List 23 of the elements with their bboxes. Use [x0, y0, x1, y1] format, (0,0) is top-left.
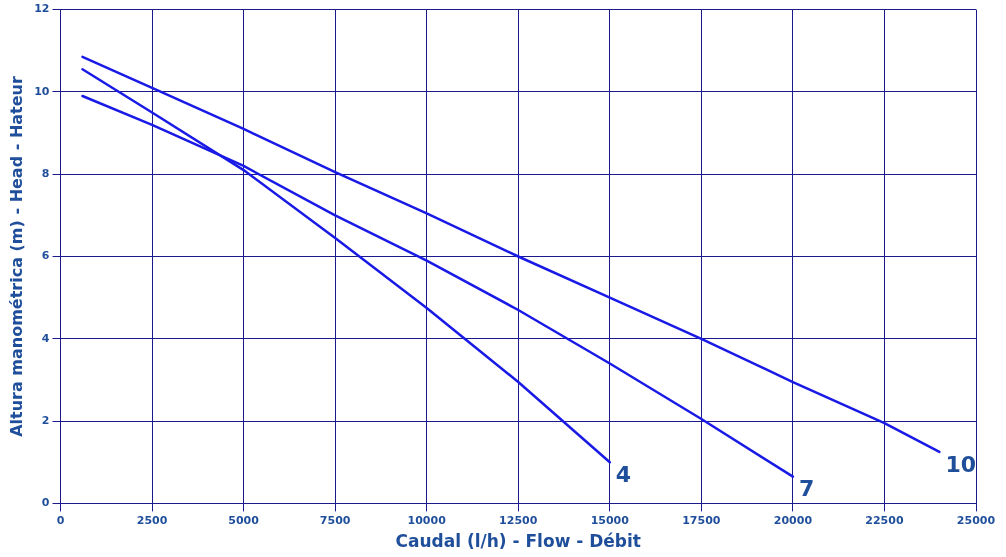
series-label: 7: [798, 476, 815, 502]
x-tick-label: 15000: [590, 513, 630, 527]
x-tick-label: 2500: [136, 513, 168, 527]
x-tick-label: 22500: [865, 513, 904, 527]
y-tick-label: 0: [41, 496, 50, 510]
y-tick-label: 12: [34, 2, 50, 16]
x-axis-title: Caudal (l/h) - Flow - Débit: [395, 531, 641, 552]
y-tick-label: 8: [41, 167, 50, 181]
series-label: 10: [945, 451, 977, 477]
y-tick-label: 4: [41, 331, 50, 345]
y-tick-label: 10: [34, 84, 50, 98]
x-tick-label: 5000: [228, 513, 260, 527]
series-label: 4: [615, 461, 632, 487]
x-tick-label: 10000: [407, 513, 447, 527]
x-tick-label: 12500: [499, 513, 538, 527]
x-tick-label: 0: [56, 513, 65, 527]
x-tick-label: 17500: [682, 513, 721, 527]
y-axis-title: Altura manométrica (m) - Head - Hateur: [6, 76, 26, 437]
x-tick-label: 7500: [319, 513, 351, 527]
x-tick-label: 20000: [773, 513, 813, 527]
x-tick-label: 25000: [956, 513, 996, 527]
y-tick-label: 6: [41, 249, 50, 263]
y-tick-label: 2: [41, 413, 50, 427]
